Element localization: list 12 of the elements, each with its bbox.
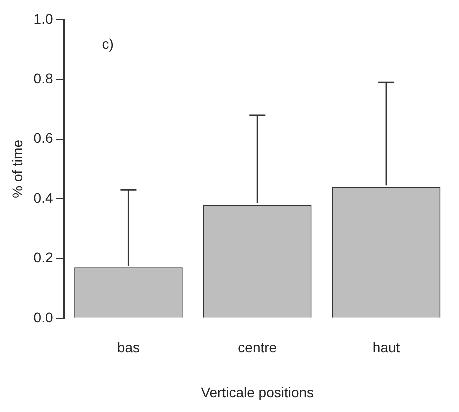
y-tick-label: 0.4 <box>34 190 54 206</box>
y-tick-label: 0.8 <box>34 70 54 87</box>
y-tick-label: 1.0 <box>34 10 54 27</box>
x-tick-label: haut <box>372 340 400 356</box>
x-axis-title: Verticale positions <box>201 384 314 400</box>
x-tick-label: centre <box>238 340 278 356</box>
x-tick-label: bas <box>117 340 140 356</box>
y-tick-label: 0.2 <box>34 250 54 266</box>
annotation: c) <box>102 36 114 52</box>
y-tick-label: 0.6 <box>34 130 54 146</box>
y-axis-title: % of time <box>9 140 26 198</box>
y-tick-label: 0.0 <box>34 309 54 326</box>
